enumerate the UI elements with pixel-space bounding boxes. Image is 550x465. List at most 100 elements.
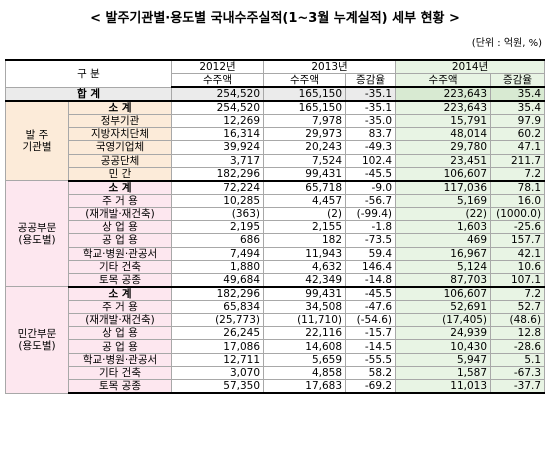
row-label: 소 계 — [67, 286, 173, 301]
table-row: 공공단체 3,717 7,524 102.4 23,451 211.7 — [6, 153, 546, 168]
cell-amount-2012: 26,245 — [171, 326, 265, 341]
total-2013-amount: 165,150 — [263, 86, 347, 102]
cell-change-2013: 102.4 — [345, 153, 397, 168]
row-label: 학교·병원·관공서 — [67, 352, 173, 367]
cell-amount-2012: 39,924 — [171, 140, 265, 155]
cell-change-2014: 107.1 — [490, 272, 546, 288]
cell-amount-2012: 12,269 — [171, 113, 265, 129]
cell-change-2013: 146.4 — [345, 259, 397, 274]
cell-amount-2014: 5,169 — [395, 193, 492, 208]
cell-amount-2013: 182 — [263, 233, 347, 248]
header-year-2013: 2013년 — [263, 59, 397, 74]
cell-amount-2013: 5,659 — [263, 352, 347, 367]
table-row: 주 거 용 10,285 4,457 -56.7 5,169 16.0 — [6, 193, 546, 208]
cell-amount-2012: 254,520 — [171, 100, 265, 115]
row-label: 상 업 용 — [67, 326, 173, 341]
row-label: 주 거 용 — [67, 193, 173, 208]
total-2013-change: -35.1 — [345, 86, 397, 102]
row-label: 공 업 용 — [67, 339, 173, 354]
cell-amount-2012: 17,086 — [171, 339, 265, 354]
cell-amount-2014: 52,691 — [395, 299, 492, 315]
cell-change-2014: -37.7 — [490, 379, 546, 394]
cell-amount-2012: 2,195 — [171, 220, 265, 235]
cell-amount-2014: 24,939 — [395, 326, 492, 341]
cell-change-2014: (48.6) — [490, 313, 546, 328]
table-row: 토목 공종 57,350 17,683 -69.2 11,013 -37.7 — [6, 379, 546, 394]
row-label: 민 간 — [67, 166, 173, 182]
table-row: 정부기관 12,269 7,978 -35.0 15,791 97.9 — [6, 113, 546, 129]
cell-amount-2013: 7,978 — [263, 113, 347, 129]
table-row: 지방자치단체 16,314 29,973 83.7 48,014 60.2 — [6, 127, 546, 142]
cell-amount-2013: 7,524 — [263, 153, 347, 168]
cell-amount-2013: 14,608 — [263, 339, 347, 354]
cell-amount-2012: 3,070 — [171, 365, 265, 381]
table-row: 기타 건축 1,880 4,632 146.4 5,124 10.6 — [6, 259, 546, 274]
row-label: 기타 건축 — [67, 259, 173, 274]
table-row: 상 업 용 26,245 22,116 -15.7 24,939 12.8 — [6, 326, 546, 341]
cell-change-2013: -35.1 — [345, 100, 397, 115]
cell-amount-2014: 5,947 — [395, 352, 492, 367]
cell-amount-2012: 57,350 — [171, 379, 265, 394]
cell-change-2013: 83.7 — [345, 127, 397, 142]
cell-amount-2013: 165,150 — [263, 100, 347, 115]
cell-amount-2012: 182,296 — [171, 286, 265, 301]
table-row: (재개발·재건축) (363) (2) (-99.4) (22) (1000.0) — [6, 206, 546, 222]
row-label: (재개발·재건축) — [67, 206, 173, 222]
subtotal-row: 발 주 기관별 소 계 254,520 165,150 -35.1 223,643 35.4 — [5, 100, 546, 182]
cell-change-2014: 52.7 — [490, 299, 546, 315]
cell-change-2013: -69.2 — [345, 379, 397, 394]
table-row: 국영기업체 39,924 20,243 -49.3 29,780 47.1 — [6, 140, 546, 155]
table-row: 토목 공종 49,684 42,349 -14.8 87,703 107.1 — [6, 272, 546, 288]
row-label: 상 업 용 — [67, 220, 173, 235]
cell-change-2013: -45.5 — [345, 166, 397, 182]
total-2014-change: 35.4 — [490, 86, 546, 102]
cell-change-2013: 58.2 — [345, 365, 397, 381]
cell-amount-2014: 1,587 — [395, 365, 492, 381]
row-label: 주 거 용 — [67, 299, 173, 315]
cell-change-2014: 157.7 — [490, 233, 546, 248]
row-label: 국영기업체 — [67, 140, 173, 155]
subtotal-row: 공공부문 (용도별) 소 계 72,224 65,718 -9.0 117,036 78.1 — [5, 180, 546, 288]
table-row: 상 업 용 2,195 2,155 -1.8 1,603 -25.6 — [6, 220, 546, 235]
cell-change-2014: -67.3 — [490, 365, 546, 381]
table-row: 공 업 용 686 182 -73.5 469 157.7 — [6, 233, 546, 248]
header-amount-2012: 수주액 — [171, 73, 265, 88]
cell-change-2014: 7.2 — [490, 286, 546, 301]
cell-change-2013: -9.0 — [345, 180, 397, 195]
cell-change-2013: -14.5 — [345, 339, 397, 354]
header-year-2012: 2012년 — [171, 59, 265, 74]
header-year-2014: 2014년 — [395, 59, 546, 74]
cell-change-2014: 35.4 — [490, 100, 546, 115]
cell-amount-2014: 10,430 — [395, 339, 492, 354]
table-row: 학교·병원·관공서 12,711 5,659 -55.5 5,947 5.1 — [6, 352, 546, 367]
unit-label: (단위 : 억원, %) — [471, 38, 542, 49]
section-label: 공공부문 (용도별) — [5, 180, 69, 288]
cell-change-2014: 10.6 — [490, 259, 546, 274]
cell-change-2013: (-99.4) — [345, 206, 397, 222]
cell-amount-2012: 12,711 — [171, 352, 265, 367]
cell-amount-2014: 5,124 — [395, 259, 492, 274]
cell-change-2014: 97.9 — [490, 113, 546, 129]
row-label: (재개발·재건축) — [67, 313, 173, 328]
total-row: 합 계 254,520 165,150 -35.1 223,643 35.4 — [4, 86, 546, 102]
cell-amount-2013: 65,718 — [263, 180, 347, 195]
total-2012-amount: 254,520 — [171, 86, 265, 102]
row-label: 기타 건축 — [67, 365, 173, 381]
row-label: 정부기관 — [67, 113, 173, 129]
cell-change-2013: -15.7 — [345, 326, 397, 341]
table-row: 학교·병원·관공서 7,494 11,943 59.4 16,967 42.1 — [6, 246, 546, 261]
cell-amount-2012: 7,494 — [171, 246, 265, 261]
cell-amount-2014: 106,607 — [395, 166, 492, 182]
header-row-metrics: 수주액 수주액 증감율 수주액 증감율 — [6, 73, 546, 88]
cell-change-2013: -45.5 — [345, 286, 397, 301]
header-category: 구 분 — [4, 59, 173, 88]
cell-amount-2013: 29,973 — [263, 127, 347, 142]
cell-amount-2012: 1,880 — [171, 259, 265, 274]
cell-change-2013: -14.8 — [345, 272, 397, 288]
cell-change-2013: -35.0 — [345, 113, 397, 129]
header-row-years: 구 분 2012년 2013년 2014년 — [4, 59, 546, 88]
row-label: 공공단체 — [67, 153, 173, 168]
cell-amount-2014: 87,703 — [395, 272, 492, 288]
header-amount-2013: 수주액 — [263, 73, 347, 88]
subtotal-row: 민간부문 (용도별) 소 계 182,296 99,431 -45.5 106,607 7.… — [5, 286, 546, 394]
